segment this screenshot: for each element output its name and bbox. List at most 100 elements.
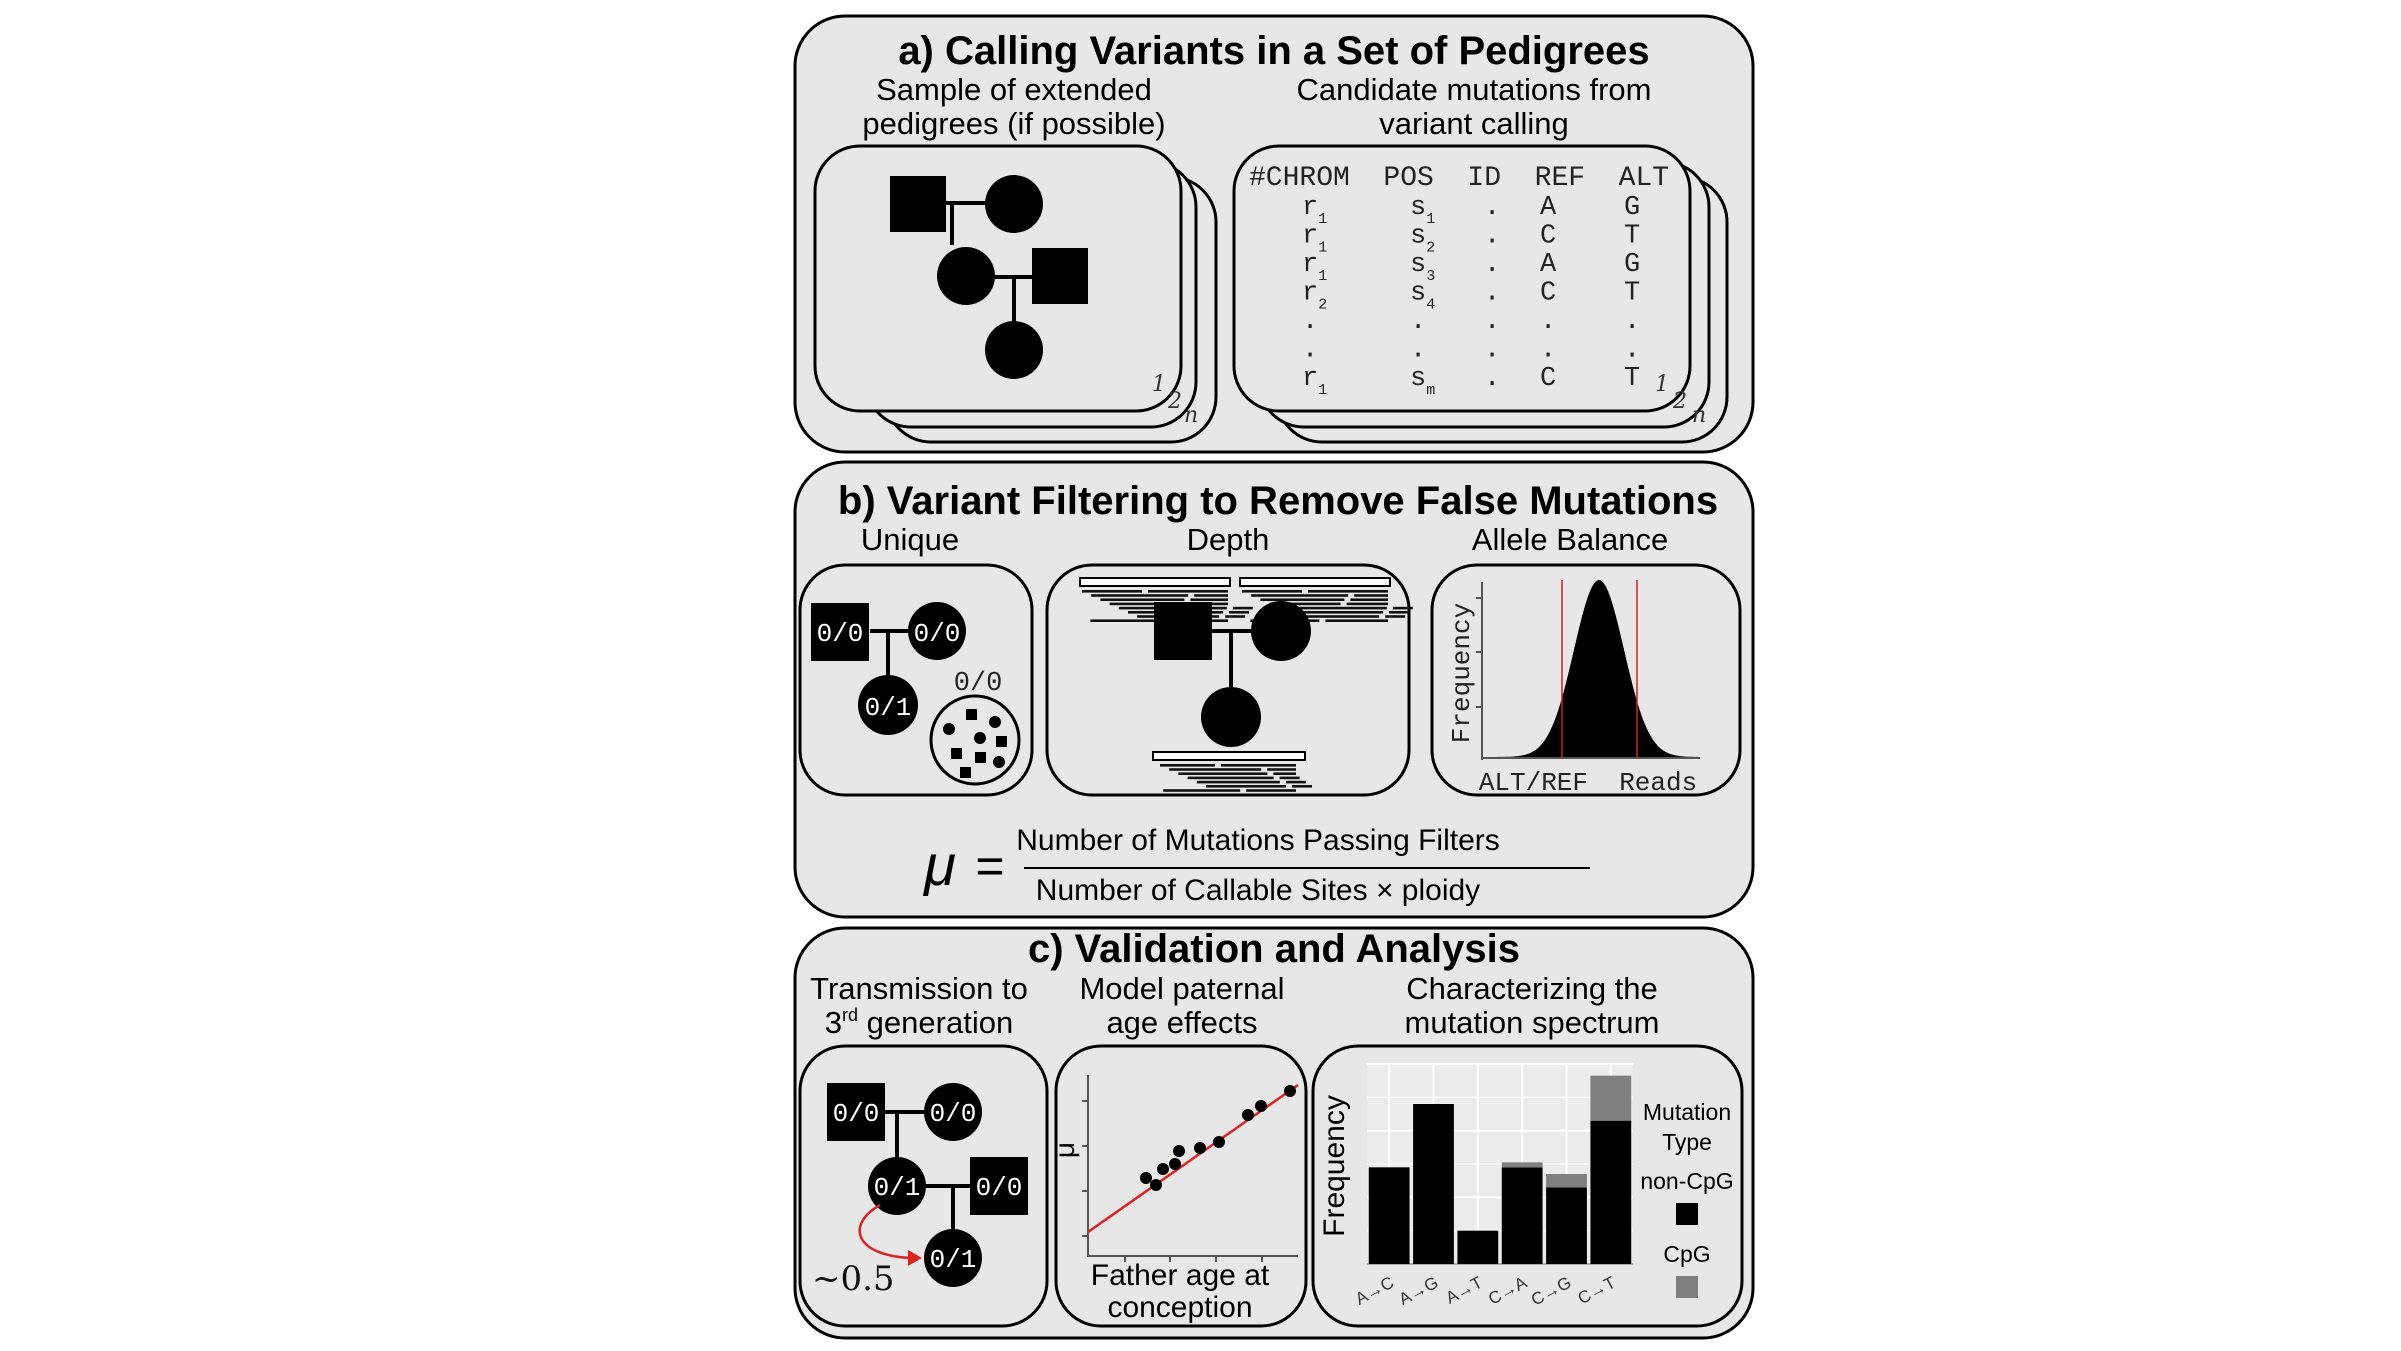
sequencing-read (1308, 590, 1388, 593)
vcf-chrom-subscript: 1 (1318, 211, 1327, 228)
vcf-chrom-value: . (1302, 307, 1318, 337)
bar-non-cpg-2 (1457, 1230, 1499, 1264)
spectrum-title-line2: mutation spectrum (1405, 1005, 1660, 1040)
card-index-1: 1 (1152, 372, 1166, 397)
panel-a: a) Calling Variants in a Set of Pedigree… (793, 14, 1755, 454)
vcf-alt-value: . (1624, 307, 1640, 337)
vcf-alt-cell: G (1624, 250, 1640, 280)
depth-child-genome-bar (1152, 751, 1306, 761)
vcf-pos-value: s (1410, 279, 1426, 309)
age-point (1140, 1172, 1152, 1184)
vcf-ref-cell: . (1540, 336, 1556, 366)
legend-cpg-label: CpG (1663, 1241, 1710, 1267)
mutation-spectrum-card: Characterizing the mutation spectrum A→C… (1311, 971, 1744, 1328)
vcf-pos-value: s (1410, 222, 1426, 252)
age-points (1140, 1085, 1296, 1191)
panel-b: b) Variant Filtering to Remove False Mut… (793, 460, 1755, 919)
sequencing-read (1389, 611, 1409, 614)
sequencing-read (1163, 789, 1241, 792)
vcf-ref-value: C (1540, 364, 1556, 394)
sequencing-read (1160, 764, 1215, 767)
ab-y-ticks (1476, 597, 1482, 708)
tx-parent-circle (868, 1157, 926, 1215)
transmission-arrowhead (908, 1250, 922, 1266)
vcf-id-cell: . (1484, 307, 1500, 337)
bar-cpg-4 (1546, 1174, 1587, 1188)
unique-father-gt: 0/0 (817, 619, 864, 649)
vcf-alt-cell: G (1624, 193, 1640, 223)
transmission-card: Transmission to 3rd generation 0/0 0/0 0… (798, 971, 1049, 1328)
sequencing-read (1385, 615, 1406, 618)
tx-grandfather-gt: 0/0 (833, 1099, 880, 1129)
vcf-pos-cell: . (1410, 336, 1426, 366)
sequencing-read (1246, 789, 1296, 792)
unique-label: Unique (861, 522, 959, 557)
tx-grandmother-gt: 0/0 (930, 1099, 977, 1129)
population-gt: 0/0 (954, 669, 1003, 699)
panel-c: c) Validation and Analysis Transmission … (793, 926, 1755, 1340)
sequencing-read (1090, 619, 1160, 622)
vcf-ref-value: C (1540, 222, 1556, 252)
sequencing-read (1297, 615, 1380, 618)
panel-c-title: c) Validation and Analysis (1028, 927, 1520, 971)
vcf-pos-cell: s3 (1410, 250, 1435, 285)
vcf-alt-value: T (1624, 364, 1640, 394)
unique-child-circle (858, 675, 918, 735)
bar-cpg-3 (1501, 1162, 1543, 1168)
vcf-id-value: . (1484, 279, 1500, 309)
vcf-pos-value: . (1410, 336, 1426, 366)
allele-balance-density (1490, 580, 1698, 757)
tx-spouse-square (970, 1157, 1028, 1215)
sequencing-read (1187, 776, 1274, 780)
vcf-id-cell: . (1484, 222, 1500, 252)
age-x-axis-label-line2: conception (1107, 1291, 1252, 1324)
vcf-row: r1 s1. A G (1302, 193, 1640, 228)
transmission-title-line1: Transmission to (810, 971, 1028, 1006)
vcf-alt-cell: T (1624, 279, 1640, 309)
vcf-alt-value: T (1624, 222, 1640, 252)
sequencing-read (1206, 785, 1286, 788)
vcf-id-value: . (1484, 222, 1500, 252)
sequencing-read (1232, 606, 1253, 610)
transmission-title-line2: 3rd generation (825, 1005, 1013, 1040)
vcf-chrom-cell: r1 (1302, 250, 1327, 285)
vcf-caption-line1: Candidate mutations from (1297, 72, 1652, 107)
age-x-axis-label-line1: Father age at (1091, 1259, 1270, 1292)
sequencing-read (1148, 590, 1228, 593)
vcf-pos-subscript: 1 (1426, 211, 1435, 228)
spectrum-y-axis-label: Frequency (1318, 1095, 1351, 1237)
vcf-chrom-value: r (1302, 222, 1318, 252)
sequencing-read (1221, 764, 1296, 767)
mother-circle (985, 175, 1043, 233)
unique-mother-circle (908, 602, 966, 660)
grandchild-circle (985, 321, 1043, 379)
vcf-ref-value: C (1540, 279, 1556, 309)
transmission-arrow (858, 1203, 913, 1260)
depth-child-circle (1201, 687, 1261, 747)
vcf-chrom-value: r (1302, 250, 1318, 280)
generation-ordinal: rd (842, 1005, 858, 1025)
child-circle (937, 247, 995, 305)
vcf-id-cell: . (1484, 279, 1500, 309)
generation-word: generation (858, 1005, 1013, 1040)
legend-title-line1: Mutation (1643, 1099, 1731, 1125)
sequencing-read (1082, 590, 1142, 593)
vcf-chrom-cell: . (1302, 336, 1318, 366)
vcf-ref-cell: C (1540, 222, 1556, 252)
age-point (1157, 1163, 1169, 1175)
age-point (1213, 1136, 1225, 1148)
vcf-alt-cell: . (1624, 336, 1640, 366)
sequencing-read (1229, 611, 1249, 614)
pedigree-caption-line2: pedigrees (if possible) (862, 106, 1165, 141)
age-point (1173, 1145, 1185, 1157)
vcf-pos-value: . (1410, 307, 1426, 337)
sequencing-read (1225, 615, 1246, 618)
legend-cpg-swatch (1676, 1276, 1698, 1298)
sequencing-read (1100, 598, 1185, 601)
bar-cpg-5 (1590, 1075, 1632, 1121)
age-point (1242, 1109, 1254, 1121)
age-y-ticks (1082, 1100, 1088, 1237)
depth-father-genome-bar (1079, 577, 1231, 587)
